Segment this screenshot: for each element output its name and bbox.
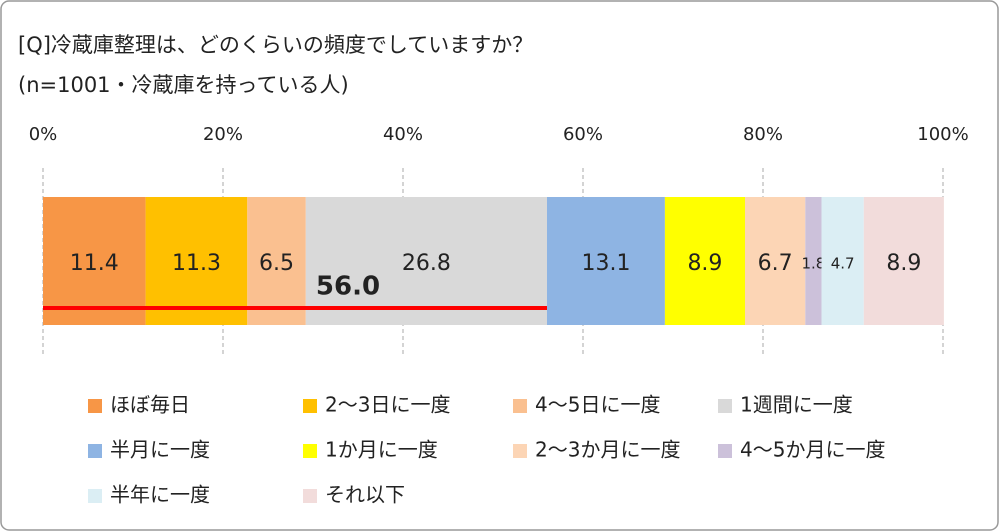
value-label: 8.9 — [886, 251, 921, 276]
value-label: 13.1 — [581, 251, 630, 276]
bar-segment — [247, 197, 306, 325]
bar-segment — [805, 197, 822, 325]
legend-swatch — [88, 399, 102, 413]
legend-label: 半年に一度 — [110, 483, 210, 507]
x-tick-label: 60% — [563, 124, 603, 145]
x-tick-label: 20% — [203, 124, 243, 145]
legend-swatch — [513, 399, 527, 413]
x-tick-label: 80% — [743, 124, 783, 145]
x-tick-label: 100% — [917, 124, 968, 145]
legend-swatch — [303, 444, 317, 458]
value-label: 1.8 — [801, 255, 825, 273]
legend-swatch — [513, 444, 527, 458]
bar-segment — [305, 197, 547, 325]
bar-segment — [664, 197, 745, 325]
bar-segment — [745, 197, 806, 325]
bar-segment — [145, 197, 248, 325]
legend-label: 2～3か月に一度 — [535, 438, 680, 462]
x-tick-label: 40% — [383, 124, 423, 145]
legend-label: ほぼ毎日 — [110, 393, 190, 417]
chart-subtitle: (n=1001・冷蔵庫を持っている人) — [18, 73, 349, 97]
value-label: 11.4 — [70, 251, 119, 276]
legend-swatch — [88, 489, 102, 503]
legend-label: それ以下 — [325, 483, 405, 507]
legend-label: 4～5か月に一度 — [740, 438, 885, 462]
value-label: 6.7 — [758, 251, 793, 276]
value-label: 8.9 — [687, 251, 722, 276]
value-label: 6.5 — [259, 251, 294, 276]
legend-label: 1か月に一度 — [325, 438, 438, 462]
legend-swatch — [88, 444, 102, 458]
value-label: 26.8 — [402, 251, 451, 276]
bar-segment — [863, 197, 944, 325]
annotation-label: 56.0 — [316, 272, 380, 302]
bar-segment — [821, 197, 864, 325]
legend-swatch — [718, 444, 732, 458]
legend-label: 4～5日に一度 — [535, 393, 660, 417]
chart-title: [Q]冷蔵庫整理は、どのくらいの頻度でしていますか？ — [18, 33, 533, 57]
value-label: 4.7 — [831, 255, 855, 273]
legend-swatch — [303, 489, 317, 503]
legend-label: 2～3日に一度 — [325, 393, 450, 417]
bar-segment — [43, 197, 146, 325]
bar-segment — [547, 197, 665, 325]
x-tick-label: 0% — [29, 124, 58, 145]
legend-label: 半月に一度 — [110, 438, 210, 462]
legend-swatch — [303, 399, 317, 413]
value-label: 11.3 — [172, 251, 221, 276]
legend-swatch — [718, 399, 732, 413]
legend-label: 1週間に一度 — [740, 393, 853, 417]
